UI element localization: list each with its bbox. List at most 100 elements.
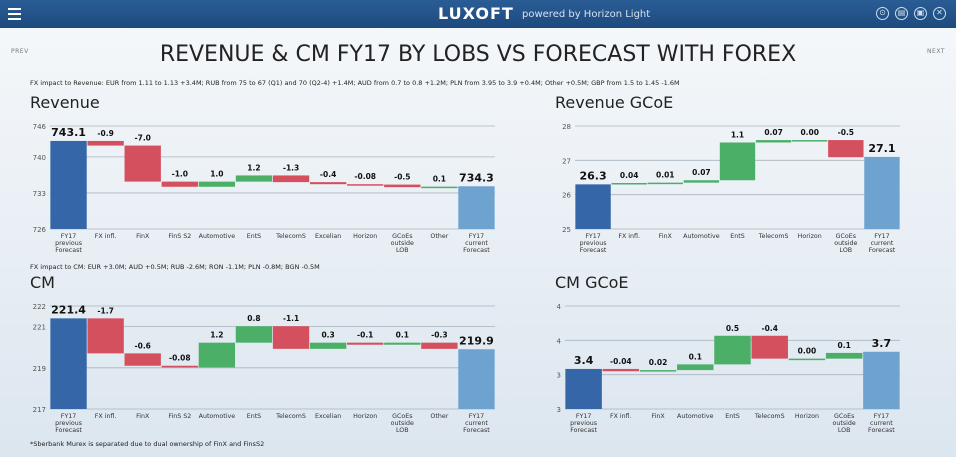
data-label: -0.08 [354,172,376,181]
waterfall-bar [87,318,124,354]
waterfall-bar [792,140,828,142]
category-label: FY17 [874,233,889,240]
data-label: 0.00 [798,347,817,356]
data-label: 0.1 [433,175,446,184]
y-tick-label: 217 [33,406,46,414]
brand-logo: LUXOFT [438,4,514,23]
next-link[interactable]: NEXT [927,48,945,55]
category-label: FY17 [585,233,600,240]
y-tick-label: 3 [557,372,561,380]
data-label: 0.01 [656,171,675,180]
category-label: current [465,420,488,427]
category-label: current [871,240,894,247]
category-label: Forecast [570,427,597,434]
waterfall-bar [828,140,864,158]
category-label: EntS [247,233,261,240]
category-label: FinX [659,233,673,240]
waterfall-bar [198,181,236,187]
data-label: -0.4 [320,170,336,179]
waterfall-bar [719,142,756,181]
y-tick-label: 726 [33,226,47,234]
category-label: outside [391,420,414,427]
y-tick-label: 26 [562,192,571,200]
waterfall-bar [124,353,161,366]
category-label: Forecast [868,427,895,434]
waterfall-bar [272,175,310,183]
category-label: Forecast [55,427,82,434]
hamburger-menu-icon[interactable] [8,8,21,20]
zoom-icon[interactable]: ⊙ [876,7,889,20]
print-icon[interactable]: ▤ [895,7,908,20]
chart-title-cm-gcoe: CM GCoE [555,273,629,292]
waterfall-bar [384,184,421,188]
y-tick-label: 28 [562,123,571,131]
category-label: Horizon [353,413,377,420]
category-label: EntS [725,413,739,420]
category-label: FinX [136,233,150,240]
waterfall-bar [384,342,421,345]
category-label: EntS [730,233,744,240]
waterfall-bar [347,342,384,345]
waterfall-bar [683,180,720,183]
save-icon[interactable]: ▣ [914,7,927,20]
prev-link[interactable]: PREV [11,48,29,55]
category-label: FY17 [469,413,484,420]
data-label: 0.3 [321,331,334,340]
category-label: FY17 [61,233,76,240]
slide-content: PREV NEXT REVENUE & CM FY17 BY LOBS VS F… [0,28,956,457]
category-label: LOB [396,247,409,254]
data-label: 0.07 [764,128,783,137]
waterfall-bar [309,342,347,349]
data-label: 0.07 [692,168,711,177]
data-label: 26.3 [579,169,606,182]
category-label: Automotive [199,413,236,420]
data-label: 3.7 [872,337,892,350]
waterfall-bar [272,326,310,349]
data-label: 1.2 [247,163,260,172]
data-label: 0.04 [620,171,639,180]
data-label: 1.0 [210,170,223,179]
waterfall-bar [458,349,495,409]
category-label: Automotive [199,233,236,240]
data-label: -0.5 [838,128,854,137]
waterfall-bar [611,182,647,185]
category-label: outside [834,240,857,247]
category-label: EntS [247,413,261,420]
waterfall-bar [825,352,863,359]
category-label: Forecast [869,247,896,254]
category-label: Excelian [315,413,341,420]
data-label: 0.00 [800,128,819,137]
data-label: 0.1 [838,341,851,350]
category-label: GCoEs [834,413,854,420]
y-tick-label: 222 [33,303,46,311]
waterfall-bar [235,175,273,182]
data-label: 0.1 [396,331,409,340]
data-label: 27.1 [868,142,895,155]
category-label: Horizon [798,233,822,240]
category-label: TelecomS [754,413,785,420]
data-label: 0.02 [649,358,668,367]
data-label: -0.08 [169,354,191,363]
category-label: FinX [136,413,150,420]
data-label: -1.7 [97,306,113,315]
data-label: 221.4 [51,303,86,316]
category-label: Automotive [677,413,714,420]
y-tick-label: 733 [33,190,46,198]
close-icon[interactable]: ✕ [933,7,946,20]
y-tick-label: 221 [33,324,46,332]
data-label: 1.2 [210,331,223,340]
category-label: Automotive [683,233,720,240]
category-label: FY17 [874,413,889,420]
waterfall-bar [565,368,602,409]
category-label: FX infl. [618,233,640,240]
waterfall-bar [788,358,826,361]
data-label: 0.1 [689,352,702,361]
waterfall-bar [124,145,161,182]
category-label: FX infl. [610,413,632,420]
data-label: -7.0 [135,134,151,143]
data-label: -0.5 [394,173,410,182]
y-tick-label: 25 [562,226,571,234]
category-label: TelecomS [758,233,789,240]
